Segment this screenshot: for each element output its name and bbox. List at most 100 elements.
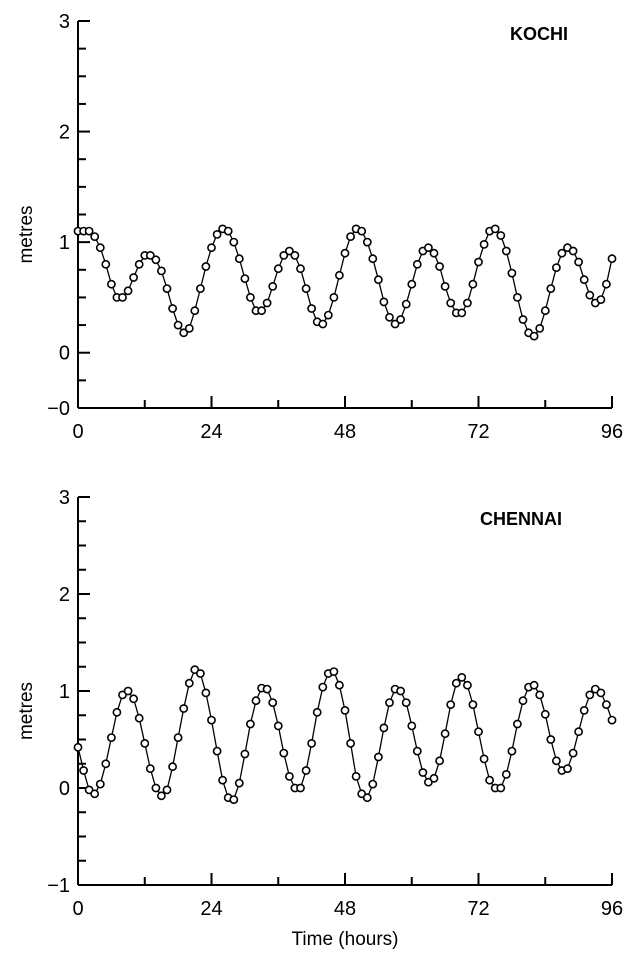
data-point <box>90 789 100 799</box>
data-point <box>451 678 461 688</box>
data-point <box>446 700 456 709</box>
x-axis-title: Time (hours) <box>292 929 399 950</box>
data-point <box>273 264 283 274</box>
x-tick-label: 48 <box>334 421 356 443</box>
data-point <box>251 696 261 706</box>
data-point <box>307 304 316 313</box>
data-point <box>340 706 350 715</box>
data-point <box>501 246 511 256</box>
data-point <box>284 246 294 256</box>
y-tick-label: 1 <box>59 232 70 254</box>
data-point <box>257 306 266 316</box>
data-point <box>518 315 528 324</box>
data-point <box>373 752 383 762</box>
data-point <box>457 308 467 318</box>
x-tick-label: 72 <box>467 898 489 920</box>
data-point <box>462 680 472 690</box>
data-point <box>602 700 611 709</box>
data-point <box>507 268 517 278</box>
data-point <box>462 298 472 308</box>
series-line <box>78 228 613 337</box>
data-point <box>529 331 539 341</box>
data-point <box>535 690 545 700</box>
data-point <box>435 262 444 271</box>
data-point <box>585 690 595 700</box>
x-tick-label: 48 <box>334 898 356 920</box>
data-point <box>429 773 439 783</box>
data-point <box>268 698 278 707</box>
y-tick-label: 0 <box>59 343 70 365</box>
data-point <box>368 779 378 789</box>
data-point <box>390 319 400 329</box>
data-point <box>312 707 322 717</box>
data-point <box>184 323 194 333</box>
data-point <box>440 729 450 739</box>
data-point <box>401 698 411 707</box>
data-point <box>607 254 617 264</box>
data-point <box>602 279 611 289</box>
data-point <box>234 778 244 788</box>
data-point <box>501 770 511 779</box>
data-point <box>318 319 328 329</box>
data-point <box>529 680 539 690</box>
data-point <box>162 284 172 293</box>
data-point <box>307 739 316 748</box>
data-point <box>207 243 216 253</box>
data-point <box>513 719 522 729</box>
data-point <box>296 264 305 274</box>
y-axis-title: metres <box>16 205 37 263</box>
data-point <box>535 323 545 333</box>
data-point <box>323 310 333 320</box>
data-point <box>179 704 189 713</box>
data-point <box>340 248 350 258</box>
data-point <box>596 688 606 698</box>
data-point <box>457 673 467 682</box>
data-point <box>596 295 606 304</box>
data-point <box>379 297 389 307</box>
data-point <box>474 727 483 737</box>
data-point <box>563 764 572 773</box>
data-point <box>112 707 122 717</box>
data-point <box>156 791 166 801</box>
data-point <box>301 766 311 775</box>
data-point <box>262 684 272 694</box>
data-point <box>279 250 289 260</box>
data-point <box>151 255 161 265</box>
data-point <box>435 756 444 766</box>
data-point <box>474 257 483 267</box>
data-point <box>574 257 583 267</box>
data-point <box>284 772 294 781</box>
y-tick-label: 0 <box>59 778 70 800</box>
x-tick-label: 0 <box>72 898 83 920</box>
data-point <box>574 727 583 737</box>
data-point <box>123 286 133 296</box>
data-point <box>262 298 272 308</box>
data-point <box>479 754 489 764</box>
data-point <box>379 723 389 733</box>
x-tick-label: 24 <box>200 421 222 443</box>
data-point <box>351 772 361 781</box>
data-point <box>95 779 105 789</box>
data-point <box>396 686 405 696</box>
y-bottom-tick-label: −0 <box>47 398 70 420</box>
x-tick-label: 72 <box>467 421 489 443</box>
data-point <box>540 709 550 719</box>
data-point <box>279 748 289 758</box>
data-point <box>385 698 394 707</box>
data-point <box>107 733 116 742</box>
data-point <box>129 694 138 704</box>
data-point <box>552 263 561 272</box>
data-point <box>223 226 233 236</box>
data-point <box>79 766 88 775</box>
data-point <box>412 746 422 756</box>
data-point <box>179 328 189 338</box>
data-point <box>290 250 300 260</box>
data-point <box>134 713 144 723</box>
data-point <box>407 279 417 289</box>
data-point <box>546 284 556 293</box>
data-point <box>518 696 528 706</box>
data-point <box>201 688 211 698</box>
data-point <box>240 749 250 759</box>
data-point <box>557 248 567 258</box>
